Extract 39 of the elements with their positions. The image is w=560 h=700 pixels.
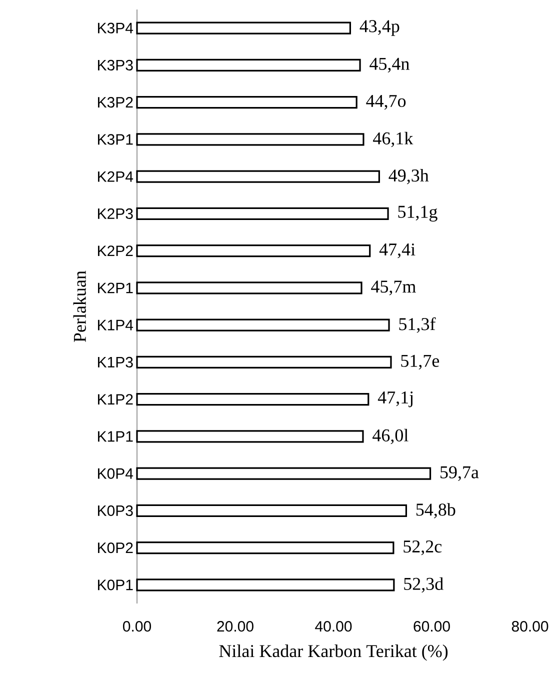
y-tick-label: K2P3 bbox=[98, 208, 133, 219]
y-tick-label: K2P2 bbox=[98, 246, 133, 256]
data-label: 43,4p bbox=[360, 20, 400, 36]
y-tick-label: K1P4 bbox=[98, 320, 134, 330]
y-tick-label: K0P3 bbox=[98, 505, 133, 516]
y-tick-label: K1P1 bbox=[98, 431, 133, 442]
data-label: 52,2c bbox=[404, 540, 442, 556]
data-label: 59,7a bbox=[440, 466, 479, 481]
y-axis-title: Perlakuan bbox=[73, 270, 86, 342]
x-tick-label: 60.00 bbox=[414, 621, 450, 632]
y-tick-label: K3P4 bbox=[98, 22, 134, 34]
y-tick-label: K3P1 bbox=[98, 134, 133, 145]
x-tick-label: 40.00 bbox=[315, 621, 352, 632]
data-label: 49,3h bbox=[388, 168, 429, 184]
y-tick-label: K1P3 bbox=[98, 356, 133, 368]
x-axis-title: Nilai Kadar Karbon Terikat (%) bbox=[219, 644, 448, 661]
data-label: 51,3f bbox=[399, 317, 436, 333]
y-tick-label: K3P2 bbox=[98, 97, 133, 108]
y-tick-label: K0P1 bbox=[98, 580, 133, 590]
data-label: 51,1g bbox=[398, 206, 438, 222]
y-tick-label: K2P4 bbox=[98, 171, 134, 182]
y-tick-label: K3P3 bbox=[98, 60, 133, 70]
y-tick-label: K1P2 bbox=[98, 394, 133, 405]
data-label: 54,8b bbox=[416, 503, 456, 518]
data-label: 44,7o bbox=[366, 95, 406, 110]
data-label: 52,3d bbox=[404, 577, 444, 593]
y-tick-label: K0P2 bbox=[98, 542, 133, 554]
y-tick-label: K2P1 bbox=[98, 282, 133, 294]
y-tick-label: K0P4 bbox=[98, 468, 134, 479]
x-tick-label: 80.00 bbox=[512, 621, 548, 632]
data-label: 47,4i bbox=[379, 243, 416, 258]
data-label: 46,0l bbox=[372, 428, 408, 444]
data-label: 47,1j bbox=[378, 391, 413, 408]
data-label: 45,4n bbox=[370, 58, 410, 72]
x-tick-label: 0.00 bbox=[123, 621, 152, 632]
data-label: 46,1k bbox=[373, 132, 414, 148]
x-tick-label: 20.00 bbox=[217, 621, 254, 632]
data-label: 45,7m bbox=[371, 280, 416, 296]
data-label: 51,7e bbox=[401, 354, 440, 370]
